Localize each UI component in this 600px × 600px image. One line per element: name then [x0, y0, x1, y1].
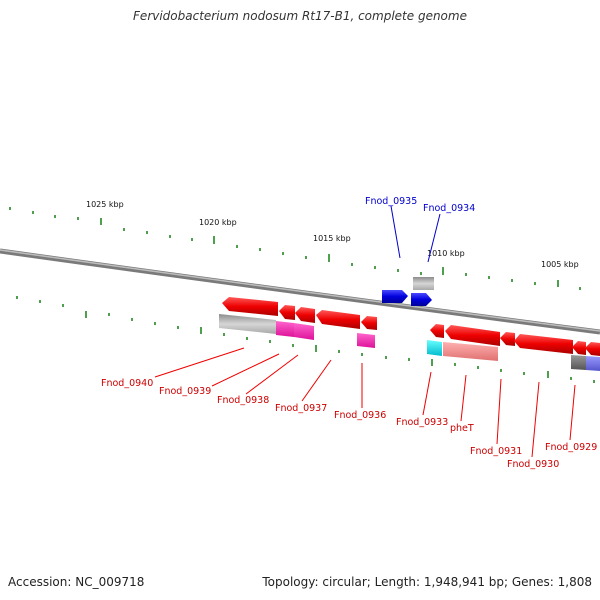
gene-fnod-0929[interactable]	[572, 341, 586, 355]
gene-fnod-0937[interactable]	[316, 310, 360, 329]
gene-fnod-0934[interactable]	[411, 293, 432, 306]
label-fnod-0940: Fnod_0940	[101, 378, 153, 389]
gene-fnod-0938[interactable]	[295, 307, 315, 323]
inner-scale-ticks	[16, 296, 595, 383]
label-fnod-0934: Fnod_0934	[423, 203, 475, 214]
gene-fnod-0940[interactable]	[222, 297, 278, 316]
gene-fnod-0935[interactable]	[382, 290, 408, 303]
label-fnod-0935: Fnod_0935	[365, 196, 417, 207]
gene-fnod-0931[interactable]	[500, 332, 515, 346]
label-fnod-0938: Fnod_0938	[217, 395, 269, 406]
gene-fnod-0933[interactable]	[430, 324, 444, 338]
gene-fnod-0936[interactable]	[361, 316, 377, 330]
label-fnod-0939: Fnod_0939	[159, 386, 211, 397]
label-fnod-0936: Fnod_0936	[334, 410, 386, 421]
gene-fnod-0930[interactable]	[514, 334, 573, 354]
map-title: Fervidobacterium nodosum Rt17-B1, comple…	[133, 9, 467, 23]
genome-summary-text: Topology: circular; Length: 1,948,941 bp…	[262, 575, 592, 589]
label-fnod-0933: Fnod_0933	[396, 417, 448, 428]
gene-phet[interactable]	[445, 325, 500, 346]
scale-label-1015: 1015 kbp	[313, 234, 351, 243]
label-fnod-0930: Fnod_0930	[507, 459, 559, 470]
label-phet: pheT	[450, 423, 474, 434]
label-fnod-0929: Fnod_0929	[545, 442, 597, 453]
accession-text: Accession: NC_009718	[8, 575, 145, 589]
gene-fnod-0939[interactable]	[279, 305, 295, 320]
forward-genes	[382, 277, 434, 306]
reverse-leader-lines	[154, 347, 576, 458]
scale-label-1020: 1020 kbp	[199, 218, 237, 227]
label-fnod-0937: Fnod_0937	[275, 403, 327, 414]
genome-backbone	[0, 248, 600, 335]
label-fnod-0931: Fnod_0931	[470, 446, 522, 457]
scale-label-1025: 1025 kbp	[86, 200, 124, 209]
outer-scale-ticks	[9, 207, 581, 290]
reverse-genes	[222, 297, 600, 356]
scale-label-1010: 1010 kbp	[427, 249, 465, 258]
scale-label-1005: 1005 kbp	[541, 260, 579, 269]
gene-next-reverse[interactable]	[585, 342, 600, 356]
forward-leader-lines	[390, 205, 441, 263]
feature-boxes	[219, 314, 600, 371]
gene-fnod-0934-similarity	[413, 277, 434, 290]
